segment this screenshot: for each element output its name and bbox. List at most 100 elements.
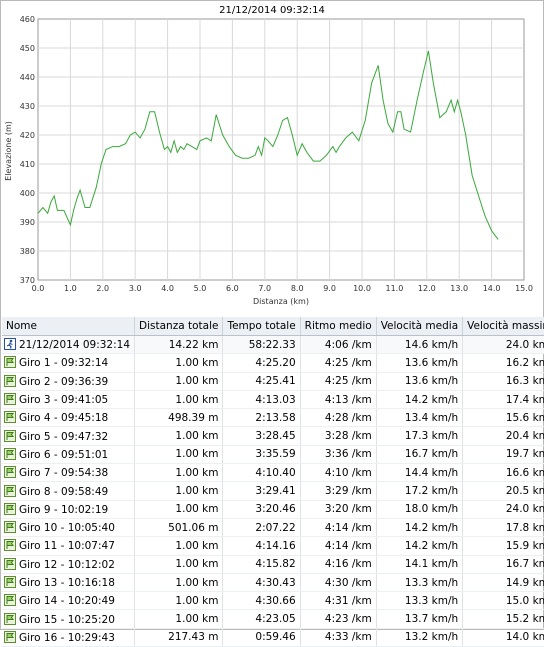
lap-max-speed: 17.4 km/h [462,390,544,410]
y-tick-label: 390 [20,218,35,227]
lap-name: Giro 13 - 10:16:18 [19,577,115,589]
table-row[interactable]: Giro 16 - 10:29:43 217.43 m 0:59.46 4:33 /k… [2,628,544,647]
table-row[interactable]: Giro 3 - 09:41:05 1.00 km 4:13.03 4:13 /km 1… [2,390,544,410]
table-row[interactable]: Giro 10 - 10:05:40 501.06 m 2:07.22 4:14 /k… [2,518,544,538]
table-row[interactable]: Giro 5 - 09:47:32 1.00 km 3:28.45 3:28 /km 1… [2,426,544,446]
lap-avg-speed: 14.2 km/h [376,390,464,410]
lap-max-speed: 15.0 km/h [462,591,544,611]
y-tick-label: 380 [20,247,35,256]
x-tick-label: 0.0 [32,284,45,293]
lap-time: 4:30.43 [222,573,301,593]
lap-avg-speed: 14.4 km/h [376,463,464,483]
table-row-total[interactable]: 21/12/2014 09:32:14 14.22 km 58:22.33 4:… [2,335,544,355]
x-tick-label: 1.0 [64,284,77,293]
lap-pace: 3:20 /km [300,500,377,519]
grid-lines [38,19,524,280]
lap-flag-icon [4,484,16,497]
lap-name: Giro 9 - 10:02:19 [19,503,109,516]
x-tick-label: 4.0 [161,284,174,293]
lap-max-speed: 15.9 km/h [462,536,544,556]
lap-time: 4:10.40 [222,463,301,483]
table-row[interactable]: Giro 11 - 10:07:47 1.00 km 4:14.16 4:14 /km… [2,536,544,556]
lap-distance: 1.00 km [134,353,224,373]
table-row[interactable]: Giro 15 - 10:25:20 1.00 km 4:23.05 4:23 /km… [2,609,544,629]
lap-time: 4:15.82 [222,555,301,574]
table-row[interactable]: Giro 13 - 10:16:18 1.00 km 4:30.43 4:30 /km… [2,573,544,593]
table-row[interactable]: Giro 14 - 10:20:49 1.00 km 4:30.66 4:31 /km… [2,591,544,611]
table-row[interactable]: Giro 2 - 09:36:39 1.00 km 4:25.41 4:25 /km 1… [2,372,544,391]
lap-pace: 3:36 /km [300,445,377,465]
lap-time: 4:14.16 [222,536,301,556]
lap-time: 3:20.46 [222,500,301,519]
lap-flag-icon [4,466,16,479]
x-tick-label: 13.0 [450,284,468,293]
lap-pace: 4:25 /km [300,372,377,391]
x-tick-label: 12.0 [418,284,436,293]
y-tick-label: 450 [20,44,35,53]
table-row[interactable]: Giro 1 - 09:32:14 1.00 km 4:25.20 4:25 /km 1… [2,353,544,373]
lap-avg-speed: 13.6 km/h [376,353,464,373]
lap-max-speed: 24.0 km/h [462,500,544,519]
table-row[interactable]: Giro 9 - 10:02:19 1.00 km 3:20.46 3:20 /km 1… [2,500,544,519]
lap-avg-speed: 18.0 km/h [376,500,464,519]
lap-avg-speed: 14.2 km/h [376,518,464,538]
table-row[interactable]: Giro 8 - 09:58:49 1.00 km 3:29.41 3:29 /km 1… [2,481,544,501]
lap-time: 4:30.66 [222,591,301,611]
table-row[interactable]: Giro 6 - 09:51:01 1.00 km 3:35.59 3:36 /km 1… [2,445,544,465]
lap-name: Giro 4 - 09:45:18 [19,412,109,425]
lap-name: Giro 1 - 09:32:14 [19,357,109,370]
lap-flag-icon [4,539,16,552]
lap-avg-speed: 13.3 km/h [376,591,464,611]
lap-distance: 1.00 km [134,445,224,465]
x-tick-label: 15.0 [515,284,533,293]
lap-time: 4:13.03 [222,390,301,410]
lap-pace: 4:23 /km [300,609,377,629]
lap-distance: 498.39 m [134,408,224,428]
elevation-chart: 21/12/2014 09:32:14 0.0 1.0 2.0 3.0 4.0 5.0 6.… [4,5,533,306]
y-tick-label: 440 [20,73,35,82]
lap-distance: 1.00 km [134,372,224,391]
y-axis-label: Elevazione (m) [4,121,13,181]
lap-name: Giro 7 - 09:54:38 [19,467,109,480]
lap-name: Giro 6 - 09:51:01 [19,448,109,461]
column-header-max-speed[interactable]: Velocità massima [462,317,544,336]
lap-flag-icon [4,447,16,460]
x-axis-label: Distanza (km) [253,297,309,306]
lap-name: Giro 5 - 09:47:32 [19,430,109,443]
lap-time: 4:25.41 [222,372,301,391]
lap-pace: 4:33 /km [300,628,377,647]
table-row[interactable]: Giro 7 - 09:54:38 1.00 km 4:10.40 4:10 /km 1… [2,463,544,483]
lap-distance: 1.00 km [134,426,224,446]
x-tick-label: 7.0 [258,284,271,293]
lap-avg-speed: 17.3 km/h [376,426,464,446]
table-header-row: Nome Distanza totale Tempo totale Ritmo … [2,317,544,336]
chart-title: 21/12/2014 09:32:14 [219,5,325,16]
lap-max-speed: 16.2 km/h [462,353,544,373]
lap-avg-speed: 13.6 km/h [376,372,464,391]
total-max-speed: 24.0 km/h [462,335,544,355]
lap-flag-icon [4,630,16,643]
lap-flag-icon [4,594,16,607]
column-header-name[interactable]: Nome [2,317,136,336]
y-tick-label: 370 [20,276,35,285]
lap-distance: 1.00 km [134,573,224,593]
column-header-pace[interactable]: Ritmo medio [300,317,377,336]
table-row[interactable]: Giro 4 - 09:45:18 498.39 m 2:13.58 4:28 /km… [2,408,544,428]
lap-distance: 1.00 km [134,390,224,410]
lap-time: 3:35.59 [222,445,301,465]
column-header-distance[interactable]: Distanza totale [134,317,224,336]
table-row[interactable]: Giro 12 - 10:12:02 1.00 km 4:15.82 4:16 /km… [2,555,544,574]
lap-time: 2:07.22 [222,518,301,538]
lap-time: 3:28.45 [222,426,301,446]
lap-flag-icon [4,521,16,534]
column-header-time[interactable]: Tempo totale [222,317,301,336]
lap-distance: 1.00 km [134,463,224,483]
lap-time: 3:29.41 [222,481,301,501]
lap-max-speed: 14.9 km/h [462,573,544,593]
lap-avg-speed: 14.2 km/h [376,536,464,556]
lap-name: Giro 2 - 09:36:39 [19,375,109,388]
column-header-avg-speed[interactable]: Velocità media [376,317,464,336]
lap-distance: 1.00 km [134,536,224,556]
lap-name: Giro 12 - 10:12:02 [19,558,115,571]
lap-max-speed: 16.3 km/h [462,372,544,391]
